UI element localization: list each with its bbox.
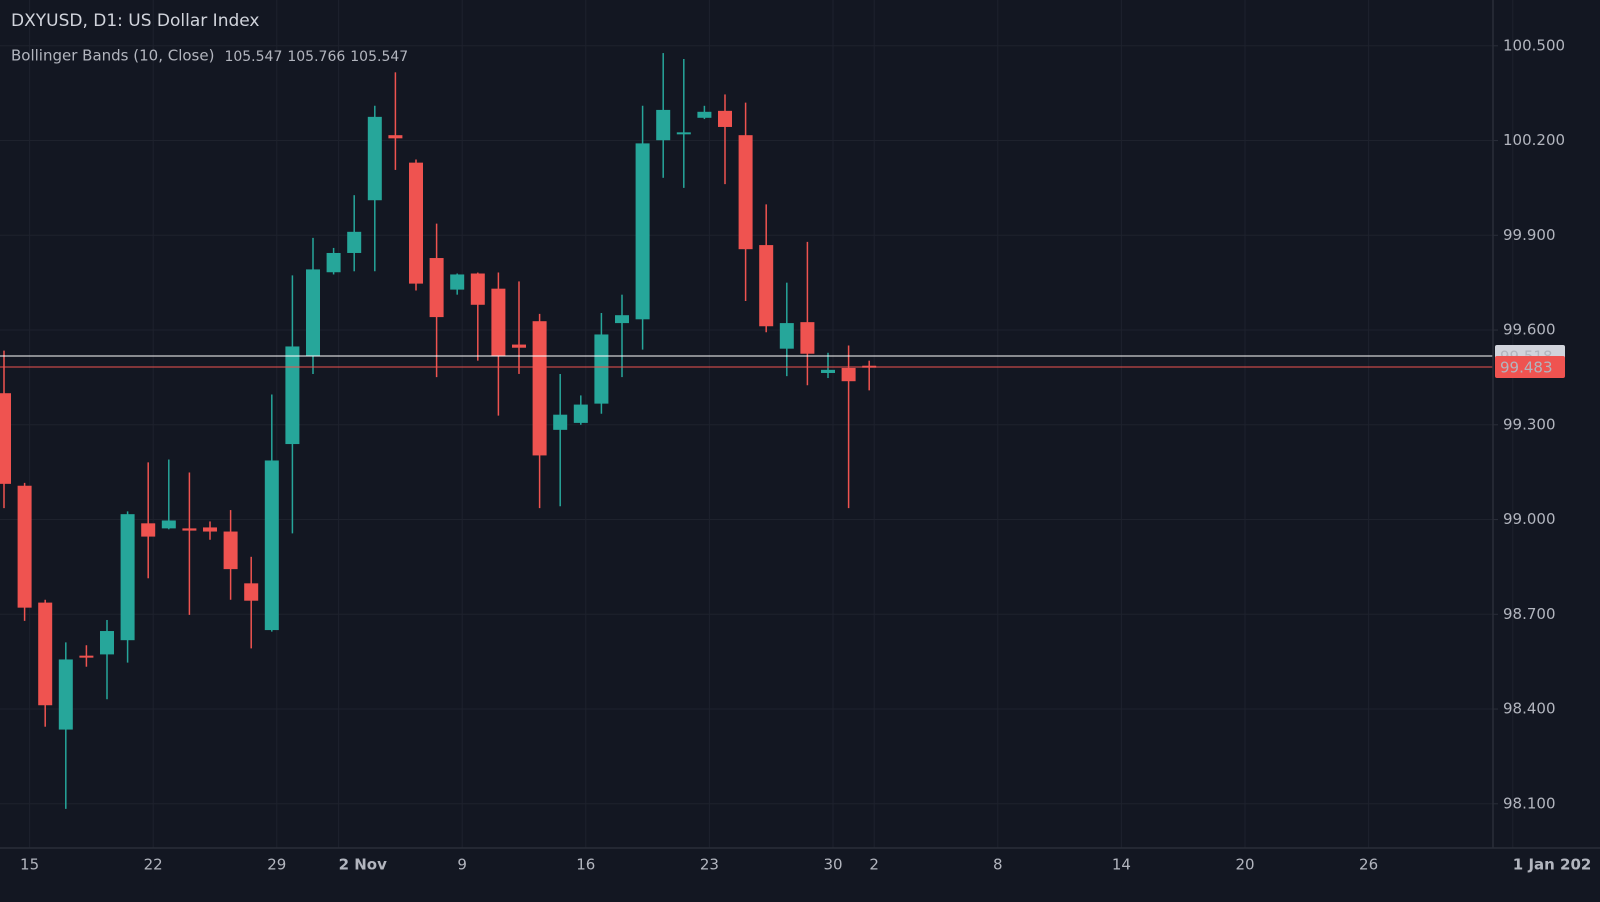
candles [0,53,877,809]
candle-body [532,321,547,456]
candle-body [203,527,217,532]
candle-body [0,393,11,484]
candle-body [470,273,485,305]
candle-body [58,659,73,730]
y-tick-label: 99.600 [1503,321,1556,339]
x-tick-label: 16 [576,856,595,874]
candle-body [841,367,856,382]
candle-body [388,135,403,139]
candle-body [161,520,176,529]
candle-body [141,523,156,537]
candle-body [718,110,732,127]
x-tick-label: 8 [993,856,1003,874]
candle-body [821,369,835,373]
candle-body [553,414,568,430]
x-tick-label: 22 [144,856,163,874]
grid [0,0,1514,848]
candle-body [697,111,712,118]
x-tick-label: 2 [869,856,879,874]
indicator-name: Bollinger Bands (10, Close) [11,47,214,65]
x-tick-label: 2 Nov [339,856,388,874]
y-tick-label: 98.700 [1503,605,1556,623]
candle-body [615,315,629,324]
candle-body [491,288,506,356]
candle-body [120,514,135,641]
candle-body [264,460,279,631]
y-tick-label: 99.300 [1503,415,1556,433]
indicator-value: 105.766 [287,49,345,65]
x-tick-label: 26 [1359,856,1378,874]
candle-body [779,323,794,349]
candle-body [326,252,341,273]
y-tick-label: 100.500 [1503,36,1565,54]
candle-body [573,404,588,423]
candle-body [409,162,423,284]
candle-body [594,334,609,404]
candle-body [38,602,53,706]
candle-body [512,344,526,348]
y-tick-label: 99.900 [1503,226,1556,244]
y-tick-label: 99.000 [1503,510,1556,528]
x-tick-label: 23 [700,856,719,874]
candle-body [367,116,382,201]
candle-body [429,258,444,318]
candle-body [79,655,94,658]
candle-body [223,531,238,570]
y-tick-label: 100.200 [1503,131,1565,149]
x-tick-label: 29 [267,856,286,874]
chart-title: DXYUSD, D1: US Dollar Index [11,11,259,31]
candle-body [635,143,650,320]
x-tick-label: 20 [1235,856,1254,874]
candle-body [285,346,300,445]
candle-body [347,231,362,253]
x-tick-label: 9 [457,856,467,874]
price-label-box [1495,355,1565,378]
y-tick-label: 98.400 [1503,700,1556,718]
candle-body [800,322,815,354]
x-tick-label: 1 Jan 202 [1513,856,1592,874]
candle-body [450,274,465,290]
indicator-value: 105.547 [350,49,408,65]
x-tick-label: 30 [823,856,842,874]
candle-body [100,631,114,655]
candle-body [738,135,753,250]
candle-body [17,485,32,608]
indicator-value: 105.547 [224,49,282,65]
x-tick-label: 14 [1112,856,1131,874]
candle-body [676,132,691,135]
candle-body [656,109,671,141]
candle-body [306,269,320,356]
candle-body [759,245,774,327]
overlay: 99.51899.483 [0,344,1565,378]
y-tick-label: 98.100 [1503,794,1556,812]
candle-body [244,583,259,601]
price-label: 99.483 [1500,358,1553,376]
x-tick-label: 15 [20,856,39,874]
candle-body [182,528,197,531]
